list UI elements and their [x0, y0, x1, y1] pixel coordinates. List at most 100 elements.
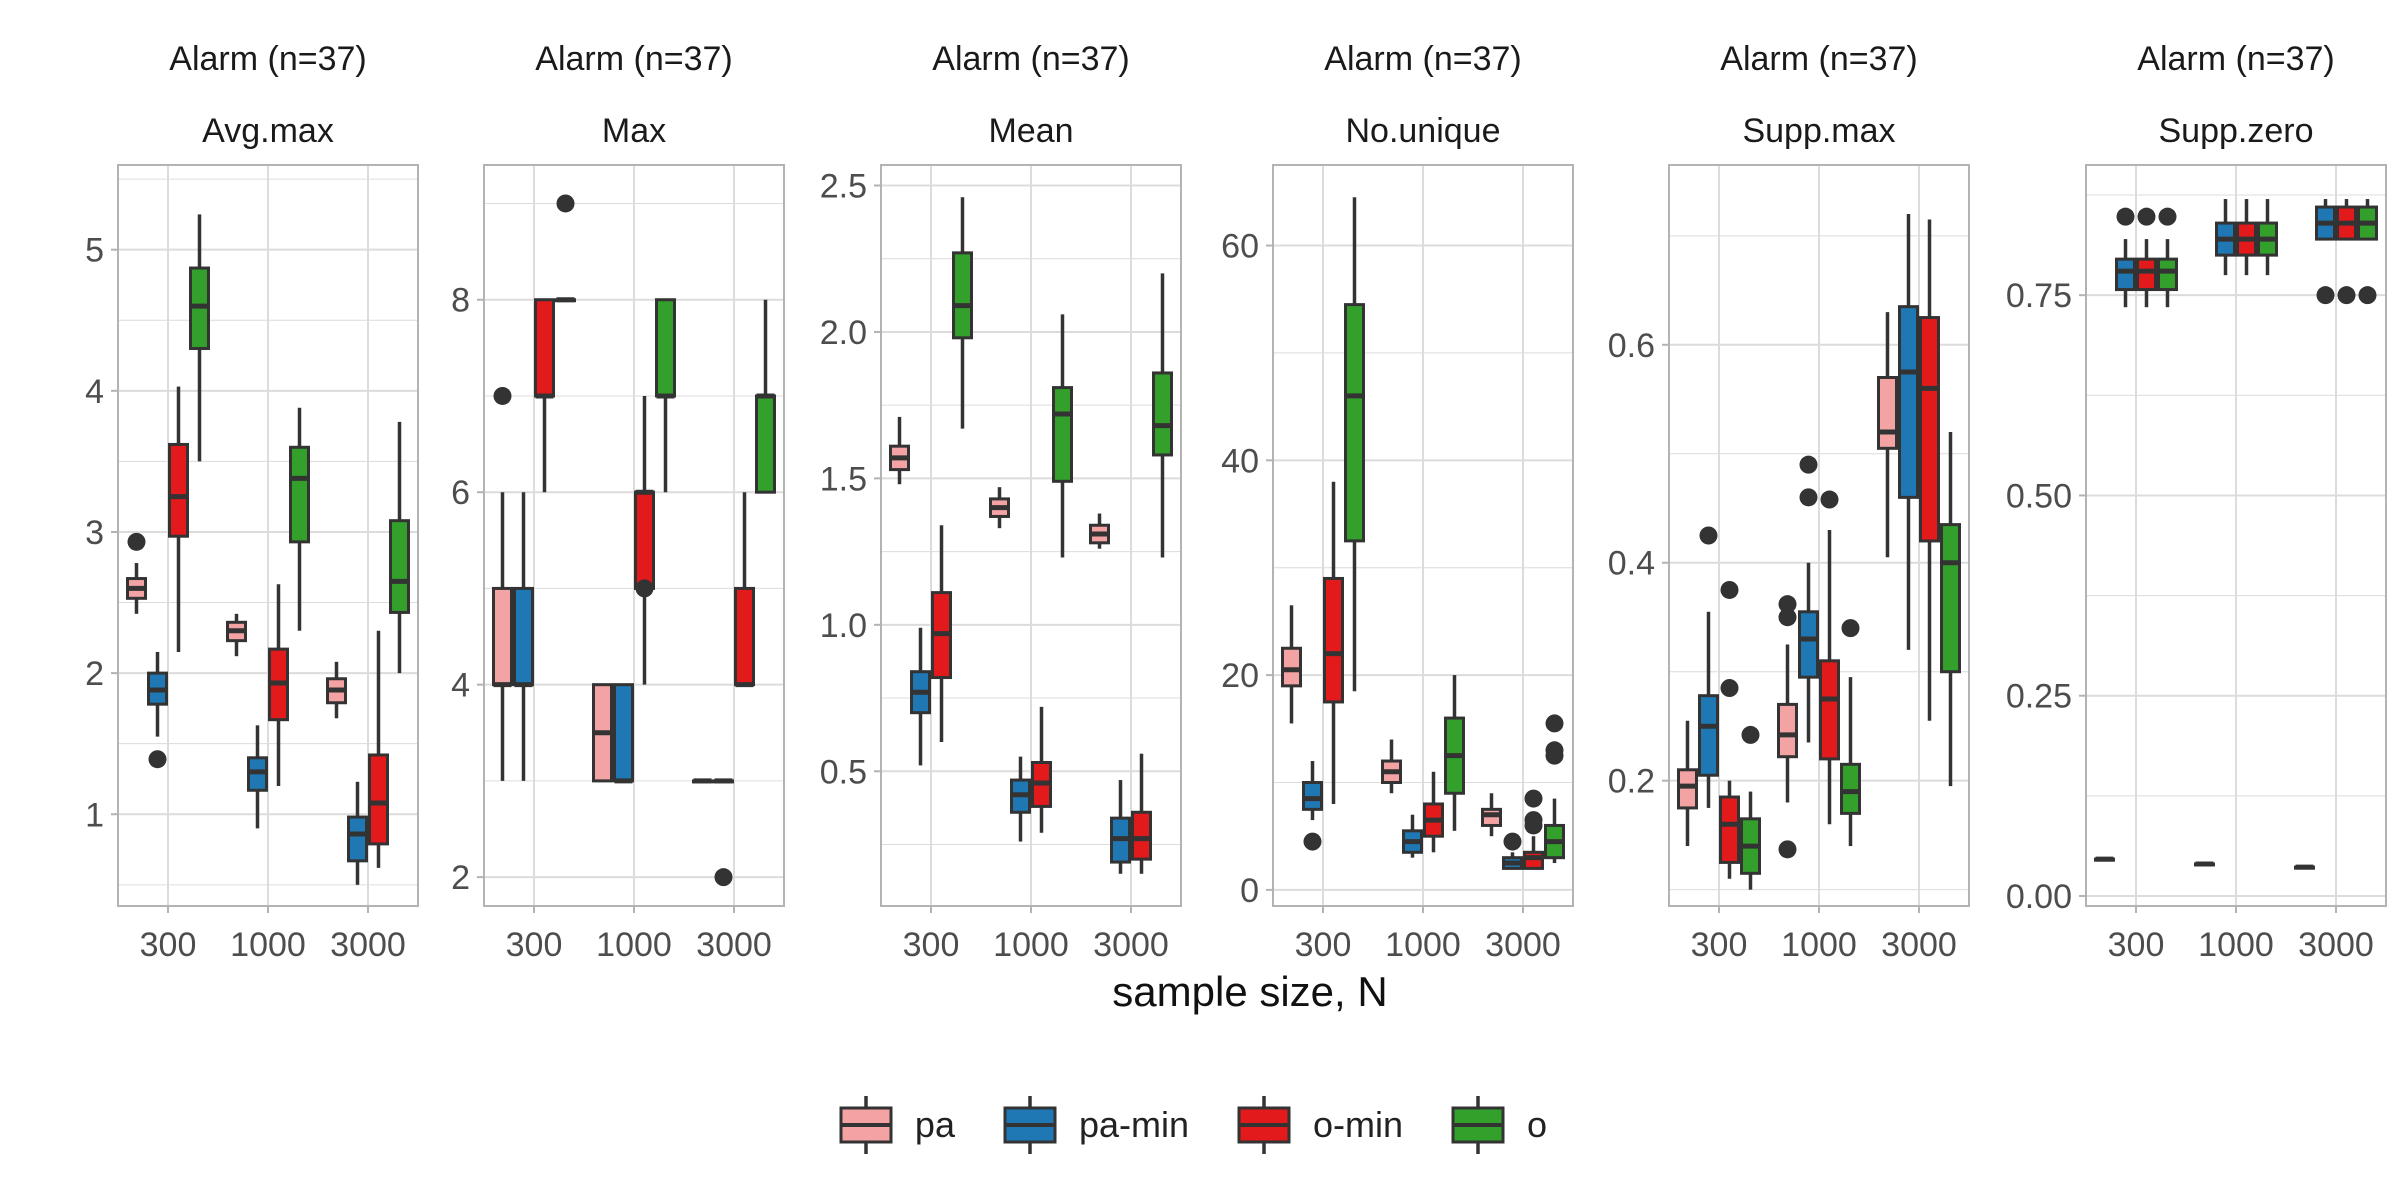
box-body	[1152, 371, 1173, 457]
legend-item-pa: pa	[837, 1096, 955, 1154]
y-tick-label: 0.75	[2006, 277, 2072, 315]
outlier-point	[1524, 789, 1543, 808]
panel-max: Alarm (n=37) Max 2 4 6 8 300 1000 3000	[451, 40, 785, 964]
legend-item-o-min: o-min	[1235, 1096, 1403, 1154]
x-tick-label: 300	[140, 926, 197, 964]
box-3000-pa-min	[2315, 199, 2336, 305]
box-1000-pa-min	[2215, 199, 2236, 276]
box-3000-o	[755, 299, 776, 494]
box-1000-o-min	[1819, 490, 1840, 825]
box-300-o	[952, 197, 973, 429]
box-body	[1940, 523, 1961, 674]
box-body	[534, 298, 555, 398]
y-tick-label: 2.5	[820, 168, 867, 206]
legend-label: pa-min	[1078, 1104, 1190, 1145]
box-300-pa-min	[513, 492, 534, 781]
box-1000-pa-min	[1798, 455, 1819, 743]
box-1000-o	[289, 407, 310, 631]
outlier-point	[2316, 286, 2335, 305]
box-3000-o-min	[734, 492, 755, 688]
box-300-o-min	[168, 386, 189, 652]
box-1000-o	[1444, 675, 1465, 831]
facet-strip-metric: Supp.zero	[2159, 112, 2314, 150]
x-tick-label: 300	[506, 926, 563, 964]
outlier-point	[1545, 714, 1564, 733]
box-300-o	[1740, 725, 1761, 890]
outlier-point	[635, 579, 654, 598]
y-tick-label: 2	[451, 859, 470, 897]
outlier-point	[714, 868, 733, 887]
box-3000-o	[1152, 273, 1173, 558]
box-3000-o-min	[2336, 199, 2357, 305]
box-300-pa	[889, 416, 910, 485]
box-300-o-min	[931, 525, 952, 742]
box-body	[2136, 257, 2157, 292]
box-3000-pa	[326, 661, 347, 719]
facet-strip-dataset: Alarm (n=37)	[1324, 40, 1521, 78]
x-tick-label: 1000	[1781, 926, 1857, 964]
legend-label: o	[1527, 1104, 1548, 1145]
y-tick-label: 1	[85, 796, 104, 834]
box-3000-o-min	[1523, 789, 1544, 870]
panel-supp-max: Alarm (n=37) Supp.max 0.2 0.4 0.6 300 1000 3000	[1608, 40, 1970, 964]
y-tick-label: 0.25	[2006, 678, 2072, 716]
outlier-point	[127, 532, 146, 551]
outlier-point	[1545, 741, 1564, 760]
facet-strip-metric: Max	[602, 112, 666, 150]
box-body	[1819, 659, 1840, 761]
x-tick-label: 3000	[1485, 926, 1561, 964]
box-1000-pa	[1777, 595, 1798, 859]
box-300-pa	[492, 386, 513, 781]
box-body	[1777, 702, 1798, 759]
outlier-point	[1799, 455, 1818, 474]
box-body	[1840, 762, 1861, 815]
box-body	[734, 586, 755, 687]
outlier-point	[1778, 840, 1797, 859]
box-body	[1677, 768, 1698, 810]
x-tick-label: 300	[1691, 926, 1748, 964]
box-1000-pa	[592, 683, 613, 783]
box-300-o-min	[534, 298, 555, 493]
x-tick-label: 1000	[596, 926, 672, 964]
y-tick-label: 2	[85, 655, 104, 693]
outlier-point	[1699, 526, 1718, 545]
box-3000-pa-min	[1110, 780, 1131, 874]
outlier-point	[1778, 595, 1797, 614]
x-axis-label: sample size, N	[1112, 968, 1387, 1015]
y-tick-label: 0.2	[1608, 763, 1655, 801]
box-body	[168, 442, 189, 538]
x-tick-label: 1000	[1385, 926, 1461, 964]
legend-item-o: o	[1449, 1096, 1547, 1154]
box-300-pa	[2094, 856, 2115, 862]
y-tick-label: 0.6	[1608, 327, 1655, 365]
facet-strip-dataset: Alarm (n=37)	[932, 40, 1129, 78]
box-body	[492, 586, 513, 687]
box-3000-pa-min	[347, 781, 368, 885]
y-tick-label: 60	[1221, 228, 1259, 266]
box-1000-pa	[1381, 739, 1402, 794]
y-tick-label: 0.00	[2006, 878, 2072, 916]
box-3000-pa	[1481, 793, 1502, 837]
facet-strip-metric: No.unique	[1345, 112, 1500, 150]
y-tick-label: 0.4	[1608, 545, 1655, 583]
box-1000-o	[2257, 199, 2278, 276]
panel-avg-max: Alarm (n=37) Avg.max 1 2 3 4 5 300 1000 3000	[85, 40, 419, 964]
legend: pa pa-min o-min o	[0, 1080, 2400, 1170]
box-3000-o	[2357, 199, 2378, 305]
legend-key-o-min	[1237, 1096, 1291, 1154]
box-1000-o-min	[2236, 199, 2257, 276]
box-300-pa-min	[1698, 526, 1719, 808]
y-tick-label: 1.0	[820, 607, 867, 645]
x-tick-label: 3000	[1881, 926, 1957, 964]
box-body	[1798, 610, 1819, 679]
box-body	[1302, 781, 1323, 811]
box-1000-o-min	[1423, 771, 1444, 853]
outlier-point	[148, 750, 167, 769]
box-body	[1523, 850, 1544, 870]
legend-item-pa-min: pa-min	[1001, 1096, 1189, 1154]
legend-key-pa	[839, 1096, 893, 1154]
box-300-pa-min	[2115, 207, 2136, 308]
outlier-point	[1303, 832, 1322, 851]
outlier-point	[1841, 619, 1860, 638]
box-body	[1919, 316, 1940, 543]
